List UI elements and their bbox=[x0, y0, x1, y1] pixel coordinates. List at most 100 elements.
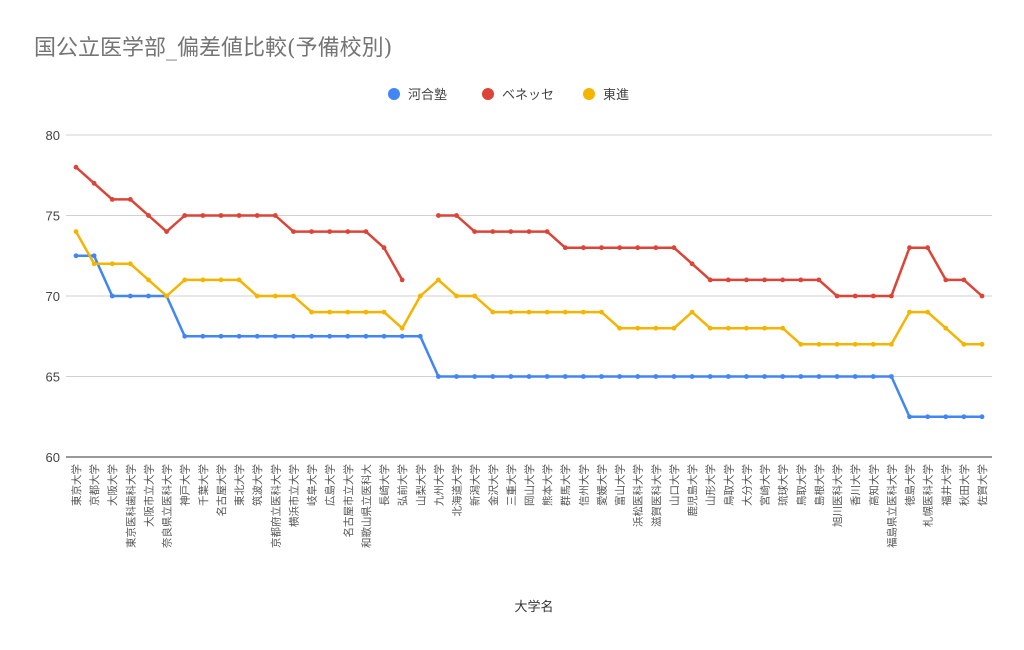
data-point bbox=[508, 374, 514, 379]
legend-label: 河合塾 bbox=[408, 87, 447, 103]
data-point bbox=[834, 293, 840, 299]
data-point bbox=[617, 374, 622, 379]
x-tick-label: 名古屋市立大学 bbox=[342, 464, 355, 538]
data-point bbox=[870, 341, 876, 347]
data-point bbox=[544, 374, 550, 379]
data-point bbox=[381, 245, 387, 251]
x-tick-label: 金沢大学 bbox=[487, 464, 500, 506]
data-point bbox=[671, 374, 677, 379]
data-point bbox=[200, 213, 206, 218]
legend-marker bbox=[388, 88, 400, 100]
data-point bbox=[580, 309, 586, 315]
data-point bbox=[653, 245, 659, 251]
series-line bbox=[438, 214, 983, 298]
data-point bbox=[399, 325, 405, 331]
x-tick-label: 島根大学 bbox=[813, 464, 826, 506]
x-tick-label: 鹿児島大学 bbox=[686, 464, 699, 517]
data-point bbox=[508, 309, 514, 315]
data-point bbox=[671, 245, 677, 251]
data-point bbox=[454, 213, 459, 218]
x-tick-label: 名古屋大学 bbox=[215, 464, 228, 517]
y-tick-label: 65 bbox=[46, 370, 60, 385]
x-axis-title: 大学名 bbox=[514, 599, 553, 615]
data-point bbox=[127, 293, 133, 299]
data-point bbox=[798, 374, 804, 379]
data-point bbox=[834, 374, 840, 379]
data-point bbox=[816, 374, 822, 379]
series-layer bbox=[73, 164, 985, 420]
data-point bbox=[925, 414, 931, 420]
data-point bbox=[816, 277, 822, 283]
data-point bbox=[146, 293, 151, 299]
series-3 bbox=[73, 229, 985, 347]
data-point bbox=[345, 309, 351, 315]
y-tick-label: 70 bbox=[46, 289, 60, 304]
y-axis-ticks: 60 65 70 75 80 bbox=[46, 128, 60, 465]
data-point bbox=[907, 245, 912, 251]
x-tick-label: 旭川医科大学 bbox=[831, 464, 844, 527]
data-point bbox=[454, 293, 459, 299]
data-point bbox=[454, 374, 459, 379]
data-point bbox=[635, 374, 641, 379]
data-point bbox=[725, 374, 731, 379]
data-point bbox=[146, 277, 151, 283]
data-point bbox=[599, 309, 604, 315]
data-point bbox=[109, 293, 115, 299]
x-tick-label: 札幌医科大学 bbox=[922, 464, 935, 527]
x-tick-label: 東京大学 bbox=[70, 464, 83, 506]
data-point bbox=[925, 309, 931, 315]
data-point bbox=[889, 293, 894, 299]
data-point bbox=[345, 333, 351, 339]
data-point bbox=[798, 277, 804, 283]
series-2 bbox=[73, 164, 985, 299]
data-point bbox=[762, 325, 767, 331]
data-point bbox=[599, 374, 604, 379]
x-tick-label: 山梨大学 bbox=[414, 464, 427, 506]
x-tick-label: 福島県立医科大学 bbox=[885, 464, 898, 548]
data-point bbox=[599, 245, 604, 251]
data-point bbox=[490, 309, 496, 315]
data-point bbox=[780, 374, 786, 379]
data-point bbox=[291, 333, 296, 339]
x-tick-label: 佐賀大学 bbox=[976, 464, 989, 506]
x-tick-label: 鳥取大学 bbox=[722, 464, 735, 506]
data-point bbox=[707, 325, 713, 331]
x-tick-label: 熊本大学 bbox=[541, 464, 554, 506]
data-point bbox=[363, 333, 369, 339]
legend-label: 東進 bbox=[603, 87, 629, 103]
data-point bbox=[852, 374, 858, 379]
data-point bbox=[399, 277, 405, 283]
data-point bbox=[979, 293, 985, 299]
x-tick-label: 神戸大学 bbox=[179, 464, 192, 506]
data-point bbox=[73, 164, 79, 170]
x-tick-label: 横浜市立大学 bbox=[287, 464, 300, 527]
x-tick-label: 広島大学 bbox=[324, 464, 337, 506]
data-point bbox=[562, 309, 568, 315]
data-point bbox=[943, 414, 949, 420]
x-tick-label: 和歌山県立医科大 bbox=[360, 464, 373, 548]
data-point bbox=[979, 414, 985, 420]
x-tick-label: 奈良県立医科大学 bbox=[161, 464, 174, 548]
data-point bbox=[182, 333, 188, 339]
data-point bbox=[164, 229, 170, 235]
legend-marker bbox=[583, 88, 595, 100]
x-tick-label: 鳥取大学 bbox=[795, 464, 808, 506]
x-tick-label: 山形大学 bbox=[704, 464, 717, 506]
data-point bbox=[635, 245, 641, 251]
data-point bbox=[436, 277, 441, 283]
chart-title: 国公立医学部_偏差値比較(予備校別) bbox=[34, 36, 393, 61]
data-point bbox=[272, 213, 278, 218]
data-point bbox=[689, 309, 695, 315]
data-point bbox=[907, 309, 912, 315]
data-point bbox=[925, 245, 931, 251]
data-point bbox=[109, 261, 115, 267]
x-tick-label: 高知大学 bbox=[867, 464, 880, 506]
data-point bbox=[327, 333, 333, 339]
data-point bbox=[870, 293, 876, 299]
data-point bbox=[544, 309, 550, 315]
data-point bbox=[309, 229, 314, 235]
series-1 bbox=[73, 253, 985, 420]
data-point bbox=[852, 341, 858, 347]
data-point bbox=[327, 229, 333, 235]
x-tick-label: 福井大学 bbox=[940, 464, 953, 506]
